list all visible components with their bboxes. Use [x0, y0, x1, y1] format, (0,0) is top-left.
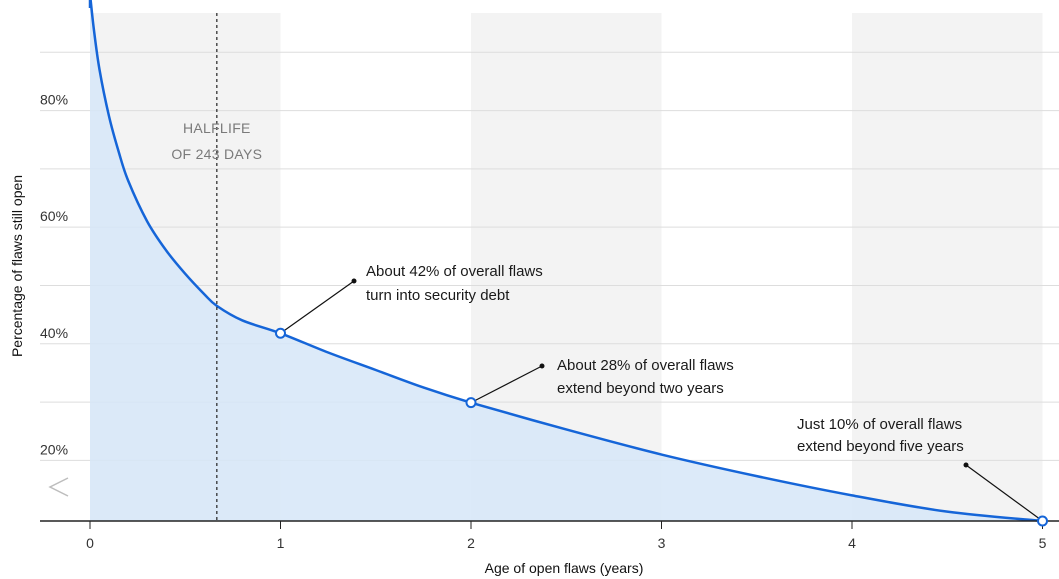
x-ticks: 0 1 2 3 4 5: [86, 521, 1047, 551]
highlight-point: [1037, 515, 1048, 527]
x-tick-label: 2: [467, 535, 475, 551]
y-axis-title: Percentage of flaws still open: [9, 175, 25, 357]
halflife-label-line1: HALFLIFE: [183, 120, 251, 136]
annotation-leader: [470, 365, 543, 404]
halflife-marker: HALFLIFE OF 243 DAYS: [171, 13, 262, 521]
series-line: [88, 0, 1043, 523]
year-bands: [90, 13, 1043, 521]
annotation-leader-dot: [351, 278, 357, 284]
annotation-3: Just 10% of overall flaws extend beyond …: [797, 416, 1043, 522]
x-tick-label: 3: [658, 535, 666, 551]
x-tick-label: 0: [86, 535, 94, 551]
x-tick-label: 1: [277, 535, 285, 551]
annotation-leader-dot: [539, 363, 545, 369]
y-tick-label: 40%: [40, 325, 68, 341]
annotation-text: turn into security debt: [366, 287, 510, 304]
annotation-1: About 42% of overall flaws turn into sec…: [280, 263, 543, 334]
y-ticks: 20% 40% 60% 80%: [40, 92, 68, 458]
highlight-point: [275, 327, 286, 339]
highlight-point: [465, 397, 477, 409]
highlight-points: [275, 327, 1048, 527]
annotation-leader-dot: [963, 462, 969, 468]
axes: 0 1 2 3 4 5 20% 40% 60% 80% Age of open flaws (y…: [9, 92, 1059, 576]
annotation-leader: [965, 464, 1043, 522]
annotation-text: extend beyond two years: [557, 380, 724, 397]
axis-break-icon: [48, 477, 69, 497]
annotation-text: About 42% of overall flaws: [366, 263, 543, 280]
y-tick-label: 80%: [40, 92, 68, 108]
halflife-label-line2: OF 243 DAYS: [171, 146, 262, 162]
annotation-leader: [280, 280, 355, 334]
y-tick-label: 20%: [40, 441, 68, 457]
x-tick-label: 5: [1039, 535, 1047, 551]
annotation-text: extend beyond five years: [797, 438, 964, 455]
annotation-text: About 28% of overall flaws: [557, 357, 734, 374]
area-fill: [90, 0, 1043, 521]
annotation-text: Just 10% of overall flaws: [797, 416, 962, 433]
area-layer: [88, 0, 1043, 523]
year-band: [852, 13, 1043, 521]
x-axis-title: Age of open flaws (years): [485, 560, 644, 576]
y-tick-label: 60%: [40, 208, 68, 224]
x-tick-label: 4: [848, 535, 856, 551]
annotations: About 42% of overall flaws turn into sec…: [280, 263, 1043, 522]
annotation-2: About 28% of overall flaws extend beyond…: [470, 357, 734, 404]
